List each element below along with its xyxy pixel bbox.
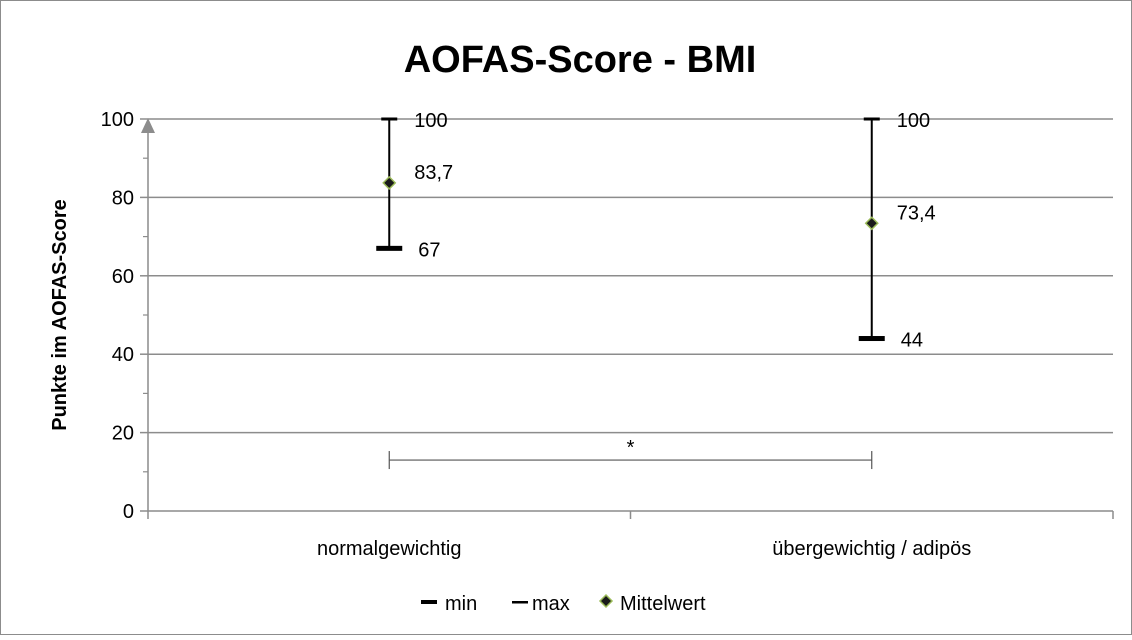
y-tick-label: 40 — [112, 344, 134, 366]
y-tick-label: 0 — [123, 501, 134, 523]
x-tick-label: übergewichtig / adipös — [772, 538, 971, 560]
legend-mean-label: Mittelwert — [620, 593, 706, 615]
x-tick-label: normalgewichtig — [317, 538, 462, 560]
y-tick-label: 60 — [112, 266, 134, 288]
legend-min-marker — [421, 600, 437, 604]
mean-marker — [382, 175, 397, 190]
legend-max-label: max — [532, 593, 570, 615]
max-data-label: 100 — [414, 110, 447, 132]
y-axis-arrow-icon — [141, 118, 155, 133]
max-data-label: 100 — [897, 110, 930, 132]
legend-max-marker — [512, 601, 528, 604]
axes — [140, 118, 1114, 519]
gridlines — [148, 118, 1113, 434]
max-marker — [863, 117, 880, 121]
y-tick-label: 20 — [112, 423, 134, 445]
legend-min-label: min — [445, 593, 477, 615]
x-tick-labels: normalgewichtig übergewichtig / adipös — [317, 538, 971, 560]
y-tick-label: 80 — [112, 187, 134, 209]
mean-data-label: 73,4 — [897, 202, 936, 224]
legend-mean-marker — [598, 593, 614, 609]
max-marker — [381, 117, 398, 121]
chart-title: AOFAS-Score - BMI — [404, 39, 757, 81]
range-markers — [376, 117, 885, 342]
significance-asterisk: * — [627, 437, 635, 459]
mean-data-label: 83,7 — [414, 162, 453, 184]
mean-marker — [864, 216, 879, 231]
data-labels: 100 67 83,7 100 44 73,4 — [414, 110, 935, 352]
y-axis-label: Punkte im AOFAS-Score — [49, 199, 71, 431]
y-tick-labels: 0 20 40 60 80 100 — [101, 109, 134, 523]
min-marker — [376, 245, 403, 251]
min-marker — [858, 336, 885, 342]
min-data-label: 44 — [901, 330, 923, 352]
legend: min max Mittelwert — [421, 593, 706, 615]
min-data-label: 67 — [418, 239, 440, 261]
y-tick-label: 100 — [101, 109, 134, 131]
significance-bracket: * — [388, 437, 873, 470]
